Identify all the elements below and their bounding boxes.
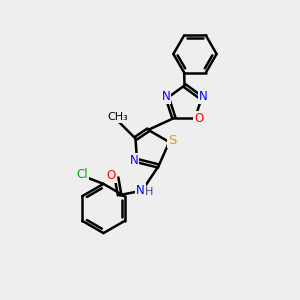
Text: O: O (194, 112, 203, 124)
Text: N: N (136, 184, 145, 197)
Text: O: O (106, 169, 116, 182)
Text: S: S (168, 134, 176, 147)
Text: N: N (130, 154, 138, 167)
Text: N: N (161, 90, 170, 103)
Text: Cl: Cl (77, 168, 88, 182)
Text: N: N (199, 90, 208, 103)
Text: H: H (145, 187, 153, 197)
Text: CH₃: CH₃ (107, 112, 128, 122)
